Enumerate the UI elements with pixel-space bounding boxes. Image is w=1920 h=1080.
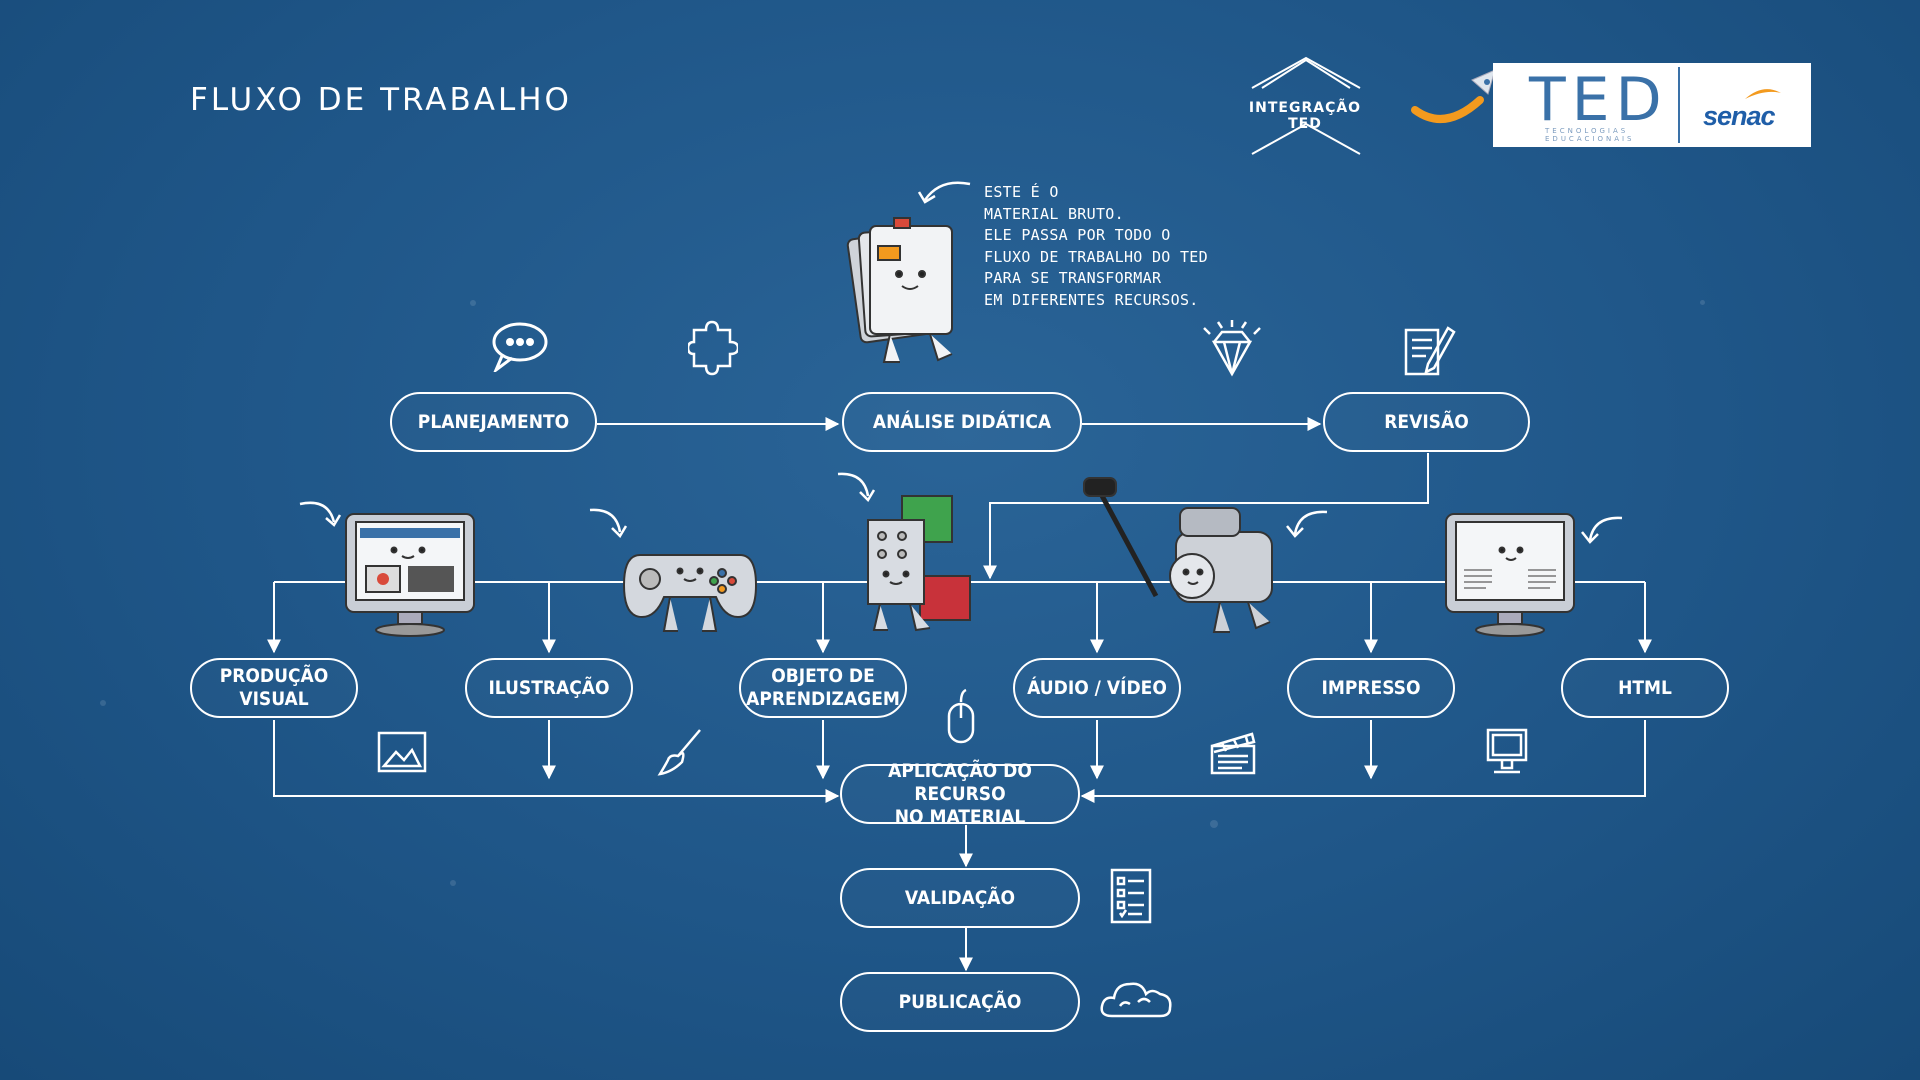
senac-swoosh-icon [1745, 89, 1781, 99]
page-title: FLUXO DE TRABALHO [190, 82, 572, 118]
node-audio-video: ÁUDIO / VÍDEO [1013, 658, 1181, 718]
node-publicacao: PUBLICAÇÃO [840, 972, 1080, 1032]
checklist-icon [1110, 868, 1152, 924]
node-ilustracao: ILUSTRAÇÃO [465, 658, 633, 718]
speech-bubble-icon [492, 322, 548, 372]
image-frame-icon [377, 731, 427, 773]
puzzle-icon [688, 320, 738, 376]
rocket-swoosh-icon [1411, 69, 1496, 123]
node-planejamento: PLANEJAMENTO [390, 392, 597, 452]
logo-divider [1678, 67, 1680, 143]
background-sparkle [100, 700, 106, 706]
mouse-icon [947, 688, 975, 744]
diamond-icon [1203, 320, 1261, 377]
curved-arrow-icon [299, 501, 342, 527]
curved-arrow-icon [837, 472, 876, 502]
node-impresso: IMPRESSO [1287, 658, 1455, 718]
node-analise-didatica: ANÁLISE DIDÁTICA [842, 392, 1082, 452]
paintbrush-icon [657, 729, 701, 776]
node-html: HTML [1561, 658, 1729, 718]
ted-senac-logo: TED TECNOLOGIAS EDUCACIONAIS senac [1493, 63, 1811, 147]
background-sparkle [1700, 300, 1705, 305]
senac-logo-text: senac [1703, 101, 1776, 131]
background-sparkle [1210, 820, 1218, 828]
node-producao-visual: PRODUÇÃO VISUAL [190, 658, 358, 718]
curved-arrow-icon [1581, 516, 1623, 544]
cloud-icon [1100, 982, 1172, 1018]
document-pen-icon [1404, 326, 1456, 376]
ted-logo-text: TED [1529, 65, 1668, 135]
monitor-character-right [1445, 513, 1575, 637]
node-aplicacao-recurso: APLICAÇÃO DO RECURSO NO MATERIAL [840, 760, 1080, 828]
raw-material-note: ESTE É O MATERIAL BRUTO. ELE PASSA POR T… [984, 183, 1208, 309]
node-revisao: REVISÃO [1323, 392, 1530, 452]
blocks-character [867, 495, 971, 632]
raw-material-character [846, 217, 953, 363]
ted-logo-subtitle: TECNOLOGIAS EDUCACIONAIS [1545, 127, 1635, 143]
background-sparkle [470, 300, 476, 306]
curved-arrow-icon [1286, 510, 1328, 538]
integration-label: INTEGRAÇÃO TED [1248, 100, 1362, 132]
camera-character [1083, 477, 1273, 633]
node-objeto-aprendizagem: OBJETO DE APRENDIZAGEM [739, 658, 907, 718]
clapperboard-icon [1210, 732, 1256, 775]
gamepad-character [622, 554, 758, 632]
curved-arrow-icon [589, 508, 628, 538]
background-sparkle [450, 880, 456, 886]
curved-arrow-icon [917, 181, 971, 204]
monitor-character-left [345, 513, 475, 637]
monitor-icon [1486, 728, 1528, 774]
node-validacao: VALIDAÇÃO [840, 868, 1080, 928]
